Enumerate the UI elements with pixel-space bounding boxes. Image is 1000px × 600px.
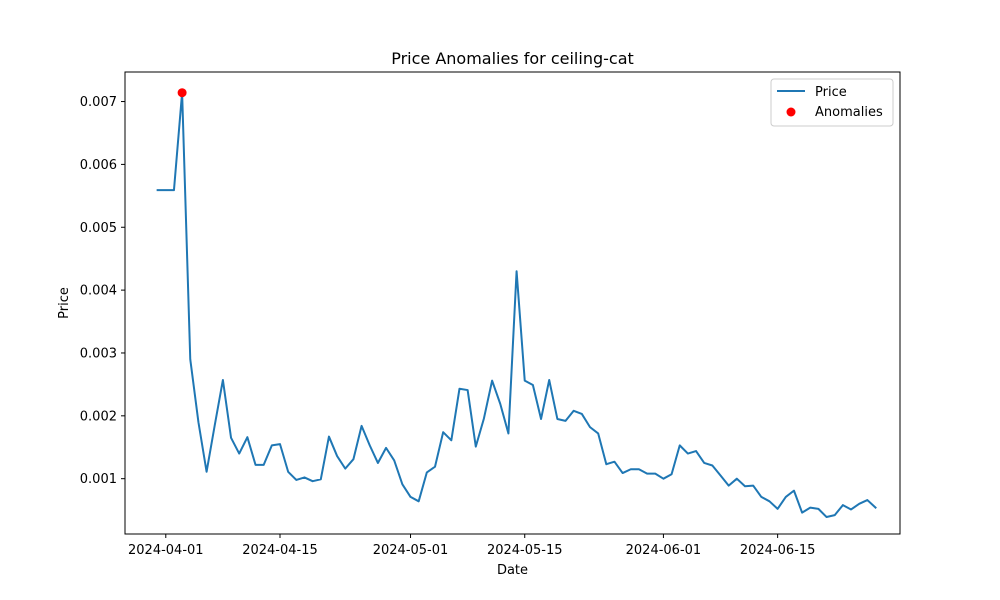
plot-area: [124, 71, 901, 535]
legend-anomaly-swatch: [786, 107, 796, 117]
chart-title: Price Anomalies for ceiling-cat: [391, 49, 634, 68]
y-tick-label-5: 0.006: [80, 158, 117, 173]
y-tick-label-0: 0.001: [80, 472, 117, 487]
x-tick-label-1: 2024-04-15: [242, 543, 318, 558]
price-line: [156, 91, 877, 519]
y-tick-label-3: 0.004: [80, 284, 117, 299]
x-tick-label-4: 2024-06-01: [626, 543, 702, 558]
anomaly-point-0: [177, 88, 187, 98]
y-tick-label-6: 0.007: [80, 95, 117, 110]
x-tick-label-0: 2024-04-01: [128, 543, 204, 558]
x-tick-label-2: 2024-05-01: [373, 543, 449, 558]
x-tick-label-3: 2024-05-15: [487, 543, 563, 558]
x-tick-label-5: 2024-06-15: [740, 543, 816, 558]
axes-frame: [124, 71, 901, 535]
y-tick-label-2: 0.003: [80, 346, 117, 361]
legend: Price Anomalies: [770, 78, 894, 127]
legend-price-label: Price: [815, 85, 847, 100]
x-axis-label: Date: [497, 563, 528, 578]
y-axis-label: Price: [57, 287, 72, 319]
y-tick-label-1: 0.002: [80, 409, 117, 424]
y-tick-label-4: 0.005: [80, 221, 117, 236]
x-axis-ticks: 2024-04-01 2024-04-15 2024-05-01 2024-05-15…: [128, 534, 815, 558]
y-axis-ticks: 0.001 0.002 0.003 0.004 0.005 0.006 0.007: [80, 95, 125, 487]
series-layer: [156, 88, 877, 519]
legend-anomaly-label: Anomalies: [815, 105, 883, 120]
